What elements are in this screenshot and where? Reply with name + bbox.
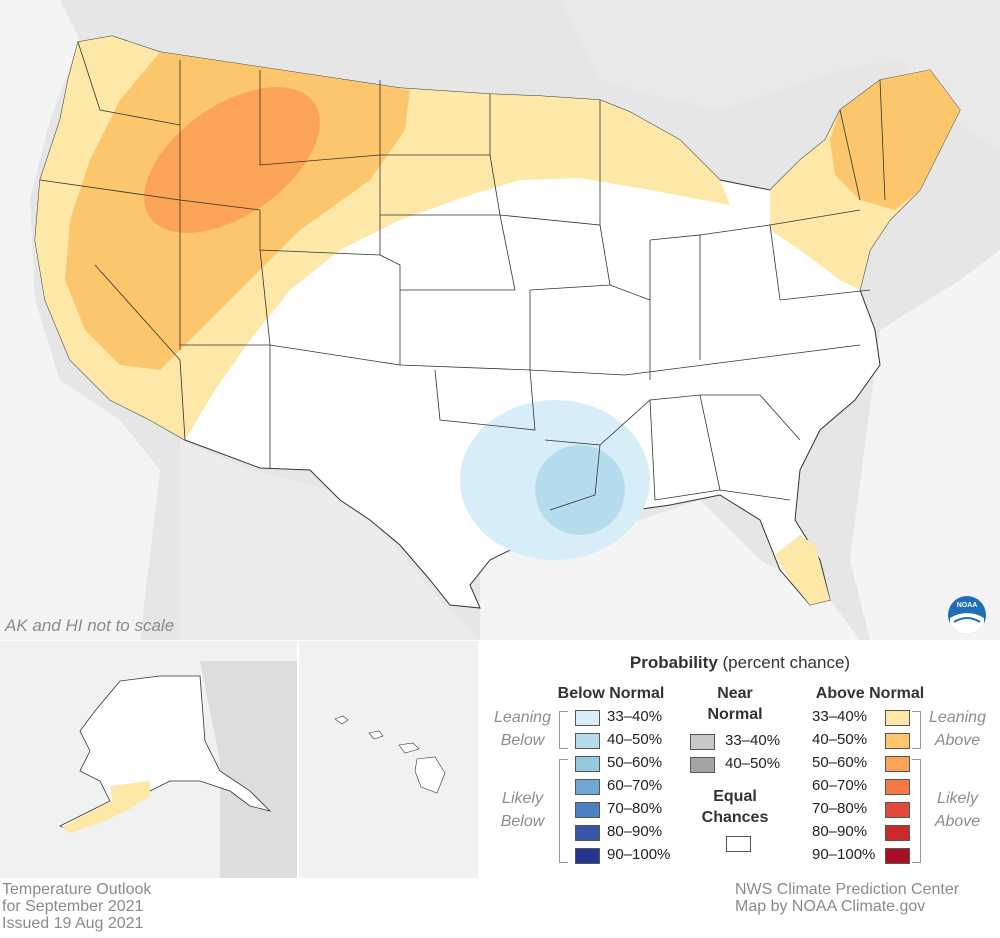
canada-east bbox=[560, 0, 1000, 150]
likely-below-label: Likely Below bbox=[485, 787, 560, 833]
legend-panel: Probability (percent chance) Below Norma… bbox=[480, 641, 1000, 878]
near-swatch-0 bbox=[690, 734, 715, 750]
leaning-below-bracket bbox=[559, 711, 568, 749]
above-label-3: 60–70% bbox=[812, 777, 868, 794]
credit-cpc: NWS Climate Prediction Center bbox=[735, 881, 960, 898]
below-swatch-1 bbox=[575, 733, 600, 749]
pacific-ocean bbox=[0, 0, 160, 640]
below-label-2: 50–60% bbox=[607, 754, 663, 771]
credit-left: Temperature Outlook for September 2021 I… bbox=[2, 881, 151, 932]
hawaii-inset bbox=[299, 641, 478, 878]
above-swatch-0 bbox=[885, 710, 910, 726]
below-label-1: 40–50% bbox=[607, 731, 663, 748]
above-swatch-6 bbox=[885, 848, 910, 864]
near-label-0: 33–40% bbox=[725, 732, 781, 749]
atlantic-ocean bbox=[850, 250, 1000, 640]
below-label-4: 70–80% bbox=[607, 800, 663, 817]
likely-above-line1: Likely bbox=[937, 790, 978, 807]
above-label-1: 40–50% bbox=[812, 731, 868, 748]
below-label-6: 90–100% bbox=[607, 846, 671, 863]
leaning-below-line2: Below bbox=[500, 732, 545, 749]
likely-above-label: Likely Above bbox=[920, 787, 995, 833]
above-swatch-1 bbox=[885, 733, 910, 749]
state-boundaries bbox=[39, 41, 886, 511]
alaska-map-svg bbox=[59, 661, 297, 878]
above-label-5: 80–90% bbox=[812, 823, 868, 840]
above-swatch-4 bbox=[885, 802, 910, 818]
hawaii-island-kauai bbox=[334, 715, 349, 725]
above-label-2: 50–60% bbox=[812, 754, 868, 771]
below-swatch-0 bbox=[575, 710, 600, 726]
above-swatch-2 bbox=[885, 756, 910, 772]
credit-right: NWS Climate Prediction Center Map by NOA… bbox=[735, 881, 959, 915]
likely-below-bracket bbox=[559, 759, 568, 863]
above-label-0: 33–40% bbox=[812, 708, 868, 725]
above-label-4: 70–80% bbox=[812, 800, 868, 817]
leaning-below-line1: Leaning bbox=[494, 709, 551, 726]
hawaii-map-svg bbox=[334, 715, 446, 794]
leaning-above-label: Leaning Above bbox=[920, 706, 995, 752]
leaning-below-label: Leaning Below bbox=[485, 706, 560, 752]
alaska-leaning-above bbox=[62, 781, 150, 833]
alaska-inset bbox=[0, 641, 297, 878]
above-swatch-5 bbox=[885, 825, 910, 841]
above-40-50-northeast bbox=[830, 70, 960, 210]
noaa-logo: NOAA bbox=[948, 596, 986, 634]
equal-chances-heading: Equal Chances bbox=[690, 786, 780, 828]
below-swatch-5 bbox=[575, 825, 600, 841]
near-swatch-1 bbox=[690, 757, 715, 773]
likely-below-line1: Likely bbox=[502, 790, 543, 807]
leaning-above-bracket bbox=[912, 711, 921, 749]
noaa-logo-text: NOAA bbox=[956, 602, 978, 609]
below-swatch-2 bbox=[575, 756, 600, 772]
above-swatch-3 bbox=[885, 779, 910, 795]
below-normal-heading: Below Normal bbox=[557, 685, 665, 702]
above-50-60-northwest bbox=[144, 87, 320, 233]
below-label-3: 60–70% bbox=[607, 777, 663, 794]
below-40-50-gulf bbox=[535, 445, 625, 535]
likely-above-line2: Above bbox=[934, 813, 981, 830]
above-normal-heading: Above Normal bbox=[815, 685, 925, 702]
below-swatch-6 bbox=[575, 848, 600, 864]
conus-map-svg bbox=[0, 0, 1000, 640]
below-label-5: 80–90% bbox=[607, 823, 663, 840]
near-normal-heading: Near Normal bbox=[690, 683, 780, 725]
credit-outlook-title: Temperature Outlook bbox=[2, 881, 152, 898]
legend-title-rest: (percent chance) bbox=[717, 653, 851, 672]
credit-climate-gov: Map by NOAA Climate.gov bbox=[735, 898, 926, 915]
likely-above-bracket bbox=[912, 759, 921, 863]
near-label-1: 40–50% bbox=[725, 755, 781, 772]
above-label-6: 90–100% bbox=[812, 846, 876, 863]
near-normal-heading-line2: Normal bbox=[707, 706, 763, 723]
credit-outlook-period: for September 2021 bbox=[2, 898, 144, 915]
noaa-logo-graphic bbox=[949, 597, 985, 634]
above-33-40-florida bbox=[775, 535, 830, 605]
below-swatch-3 bbox=[575, 779, 600, 795]
hawaii-island-oahu bbox=[368, 730, 384, 740]
canada-west bbox=[200, 661, 297, 878]
legend-title: Probability (percent chance) bbox=[480, 653, 1000, 673]
hawaii-island-maui bbox=[398, 742, 420, 754]
mexico bbox=[180, 440, 480, 640]
legend-title-bold: Probability bbox=[629, 653, 718, 672]
leaning-above-line1: Leaning bbox=[929, 709, 986, 726]
near-normal-heading-line1: Near bbox=[717, 685, 753, 702]
credit-issued-date: Issued 19 Aug 2021 bbox=[2, 915, 144, 932]
below-swatch-4 bbox=[575, 802, 600, 818]
conus-map: AK and HI not to scale NOAA bbox=[0, 0, 1000, 640]
likely-below-line2: Below bbox=[500, 813, 545, 830]
map-scale-note: AK and HI not to scale bbox=[5, 616, 175, 635]
leaning-above-line2: Above bbox=[934, 732, 981, 749]
gulf-of-mexico bbox=[480, 500, 860, 640]
equal-chances-heading-line1: Equal bbox=[713, 788, 757, 805]
equal-chances-swatch bbox=[726, 836, 751, 852]
equal-chances-heading-line2: Chances bbox=[701, 809, 769, 826]
hawaii-island-big bbox=[414, 756, 446, 794]
below-label-0: 33–40% bbox=[607, 708, 663, 725]
